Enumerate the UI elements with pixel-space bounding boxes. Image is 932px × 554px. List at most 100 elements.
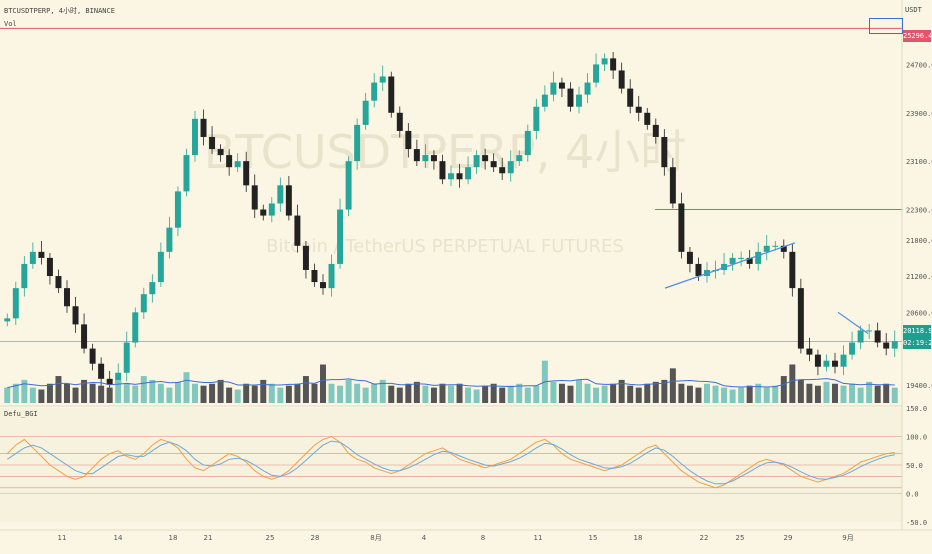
volume-bar: [891, 387, 898, 403]
volume-bar: [183, 372, 190, 403]
volume-pane: [4, 360, 898, 403]
volume-bar: [396, 387, 403, 403]
volume-bar: [311, 383, 318, 403]
volume-bar: [140, 376, 147, 403]
candle-body: [328, 263, 335, 289]
volume-bar: [635, 387, 642, 403]
volume-bar: [593, 387, 600, 403]
volume-bar: [627, 385, 634, 403]
candle-body: [4, 318, 11, 322]
time-tick-label: 9月: [842, 534, 853, 542]
volume-bar: [192, 383, 198, 403]
volume-bar: [499, 387, 506, 403]
volume-bar: [550, 381, 557, 403]
volume-bar: [345, 379, 352, 403]
axes: 25200.024700.023900.023100.022300.021800…: [0, 0, 932, 542]
volume-bar: [652, 381, 659, 403]
volume-bar: [209, 383, 216, 403]
candle-body: [345, 161, 352, 210]
time-tick-label: 8: [481, 534, 485, 542]
candle-body: [209, 136, 216, 150]
volume-bar: [337, 385, 344, 403]
volume-bar: [524, 387, 531, 403]
volume-bar: [772, 385, 779, 403]
volume-bar: [106, 387, 113, 403]
symbol-line[interactable]: BTCUSDTPERP, 4小时, BINANCE: [4, 7, 115, 15]
candle-body: [780, 245, 787, 252]
indicator-tick-label: 100.0: [906, 434, 927, 442]
indicator-series-line: [7, 440, 895, 485]
candle-body: [192, 118, 198, 156]
candle-body: [55, 276, 62, 289]
time-tick-label: 25: [266, 534, 275, 542]
volume-bar: [465, 387, 472, 403]
candle-body: [772, 245, 779, 247]
volume-bar: [320, 364, 326, 403]
volume-bar: [328, 383, 335, 403]
trend-line-short: [837, 311, 869, 334]
indicator-label[interactable]: Defu_BGI: [4, 410, 38, 418]
volume-bar: [482, 385, 489, 403]
volume-bar: [149, 379, 156, 403]
volume-bar: [832, 383, 838, 403]
candle-body: [652, 124, 659, 137]
time-tick-label: 11: [58, 534, 67, 542]
volume-bar: [507, 385, 514, 403]
volume-bar: [439, 383, 446, 403]
candle-body: [132, 312, 139, 343]
candle-body: [362, 100, 369, 125]
candle-body: [354, 124, 361, 162]
candle-body: [243, 161, 250, 186]
volume-bar: [738, 387, 745, 403]
time-tick-label: 14: [114, 534, 123, 542]
candle-body: [849, 342, 856, 355]
volume-bar: [285, 385, 292, 403]
candle-body: [874, 330, 881, 343]
candle-body: [302, 245, 309, 270]
volume-bar: [473, 389, 480, 403]
candle-body: [396, 112, 403, 131]
top-price-marker: 25296.4: [903, 30, 932, 42]
volume-bar: [217, 379, 224, 403]
candle-body: [797, 288, 804, 349]
candle-body: [601, 58, 608, 65]
volume-bar: [81, 379, 88, 403]
price-pane[interactable]: [0, 27, 902, 392]
candle-body: [200, 118, 207, 137]
candle-body: [814, 354, 821, 367]
volume-bar: [874, 385, 881, 403]
volume-bar: [490, 383, 497, 403]
candle-body: [21, 263, 28, 289]
candle-body: [507, 161, 514, 174]
candle-body: [857, 330, 864, 343]
volume-bar: [4, 387, 11, 403]
volume-bar: [226, 387, 233, 403]
volume-bar: [746, 385, 753, 403]
indicator-tick-label: 50.0: [906, 462, 923, 470]
candle-body: [217, 149, 224, 156]
time-tick-label: 8月: [370, 534, 381, 542]
volume-label[interactable]: Vol: [4, 20, 17, 28]
candle-body: [635, 106, 642, 113]
candle-body: [891, 341, 898, 349]
price-tick-label: 19400.0: [906, 382, 932, 390]
candle-body: [430, 155, 437, 162]
volume-bar: [584, 383, 591, 403]
watermark-subtitle: Bitcoin / TetherUS PERPETUAL FUTURES: [266, 236, 624, 257]
volume-bar: [610, 383, 617, 403]
volume-bar: [251, 385, 258, 403]
candle-body: [337, 209, 344, 264]
candle-body: [576, 94, 582, 107]
volume-bar: [456, 383, 463, 403]
volume-bar: [849, 383, 856, 403]
indicator-series-line: [6, 435, 895, 489]
volume-bar: [29, 387, 36, 403]
volume-bar: [533, 385, 540, 403]
candle-body: [12, 288, 19, 319]
candle-body: [98, 363, 105, 379]
candle-body: [482, 155, 489, 162]
price-tick-label: 23900.0: [906, 110, 932, 118]
indicator-pane[interactable]: [0, 408, 902, 522]
